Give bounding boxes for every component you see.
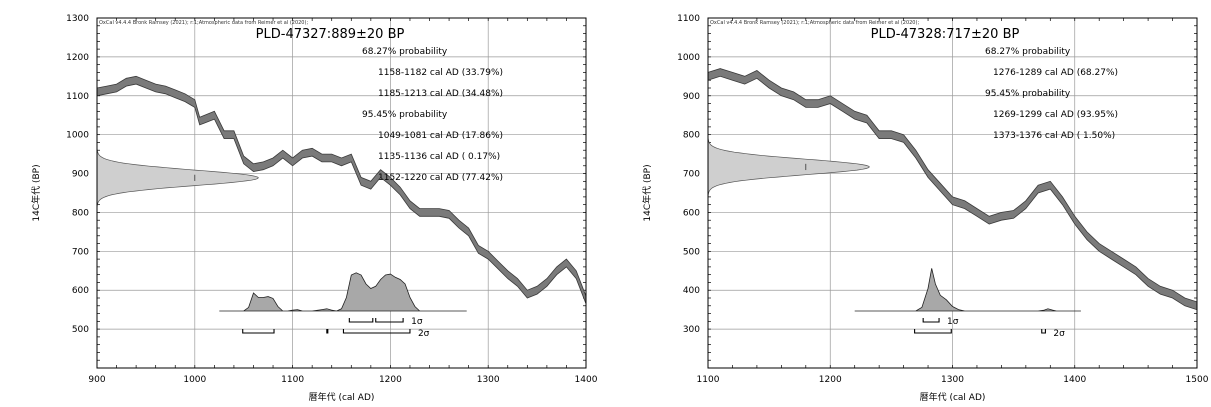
x-tick-label: 1100 (697, 375, 720, 385)
y-tick-label: 700 (683, 170, 700, 180)
gridlines (96, 17, 587, 368)
sigma-1-range (348, 318, 374, 323)
probability-range: 1158-1182 cal AD (33.79%) (378, 68, 503, 78)
x-tick-label: 1000 (183, 375, 206, 385)
probability-range: 1269-1299 cal AD (93.95%) (993, 110, 1118, 120)
probability-header: 95.45% probability (362, 110, 448, 120)
calibrated-distribution (854, 268, 1081, 312)
y-tick-label: 1100 (66, 92, 89, 102)
gridlines (707, 17, 1198, 368)
x-tick-label: 1300 (941, 375, 964, 385)
y-tick-label: 600 (683, 208, 700, 218)
sigma-1-label: 1σ (947, 317, 959, 327)
probability-range: 1135-1136 cal AD ( 0.17%) (378, 152, 500, 162)
sigma-2-range (342, 329, 411, 334)
calibrated-distribution (219, 272, 467, 312)
sigma-2-range (326, 329, 329, 334)
probability-header: 68.27% probability (985, 47, 1071, 57)
y-tick-label: 700 (72, 247, 89, 257)
probability-header: 68.27% probability (362, 47, 448, 57)
y-tick-label: 1300 (66, 14, 89, 24)
plot-frame (707, 17, 1198, 369)
x-tick-label: 1200 (379, 375, 402, 385)
y-tick-label: 1100 (677, 14, 700, 24)
y-tick-label: 400 (683, 286, 700, 296)
x-tick-label: 1200 (819, 375, 842, 385)
sigma-1-range (922, 318, 940, 323)
x-tick-label: 1400 (575, 375, 598, 385)
calibration-curve-band (96, 75, 587, 304)
sigma-1-range (375, 318, 404, 323)
probability-range: 1152-1220 cal AD (77.42%) (378, 173, 503, 183)
probability-header: 95.45% probability (985, 89, 1071, 99)
chart-1: 1σ 2σ 900 1000 1100 1200 1300 1400 500 600 700 800 9… (30, 14, 598, 403)
probability-range: 1276-1289 cal AD (68.27%) (993, 68, 1118, 78)
y-axis-label: 14C年代 (BP) (30, 164, 42, 221)
y-tick-label: 600 (72, 286, 89, 296)
radiocarbon-date-distribution (96, 146, 259, 209)
sigma-1-label: 1σ (411, 317, 423, 327)
sigma-2-range (242, 329, 275, 334)
probability-range: 1049-1081 cal AD (17.86%) (378, 131, 503, 141)
y-tick-label: 1000 (66, 131, 89, 141)
y-tick-label: 900 (683, 92, 700, 102)
sigma-2-label: 2σ (418, 329, 430, 339)
x-tick-label: 1400 (1063, 375, 1086, 385)
y-tick-label: 500 (72, 325, 89, 335)
minor-ticks (96, 17, 587, 369)
x-axis-label: 暦年代 (cal AD) (309, 391, 375, 403)
sigma-2-range (1041, 329, 1046, 334)
sigma-2-label: 2σ (1053, 329, 1065, 339)
y-tick-label: 1000 (677, 53, 700, 63)
x-tick-label: 900 (88, 375, 105, 385)
chart-2: 1σ 2σ 1100 1200 1300 1400 1500 300 400 500 600 700 8… (641, 14, 1209, 403)
chart-title: PLD-47328:717±20 BP (871, 27, 1020, 42)
y-tick-label: 800 (72, 208, 89, 218)
y-tick-label: 500 (683, 247, 700, 257)
x-tick-label: 1100 (281, 375, 304, 385)
chart-title: PLD-47327:889±20 BP (256, 27, 405, 42)
y-tick-label: 800 (683, 131, 700, 141)
y-tick-label: 1200 (66, 53, 89, 63)
sigma-2-range (914, 329, 952, 334)
credit-line: OxCal v4.4.4 Bronk Ramsey (2021); r:1;At… (710, 20, 919, 26)
x-axis-label: 暦年代 (cal AD) (920, 391, 986, 403)
x-tick-label: 1500 (1186, 375, 1209, 385)
radiocarbon-date-distribution (707, 135, 870, 199)
y-tick-label: 900 (72, 170, 89, 180)
y-axis-label: 14C年代 (BP) (641, 164, 653, 221)
credit-line: OxCal v4.4.4 Bronk Ramsey (2021); r:1;At… (99, 20, 308, 26)
x-tick-label: 1300 (477, 375, 500, 385)
probability-range: 1373-1376 cal AD ( 1.50%) (993, 131, 1115, 141)
plot-frame (96, 17, 587, 369)
probability-range: 1185-1213 cal AD (34.48%) (378, 89, 503, 99)
y-tick-label: 300 (683, 325, 700, 335)
